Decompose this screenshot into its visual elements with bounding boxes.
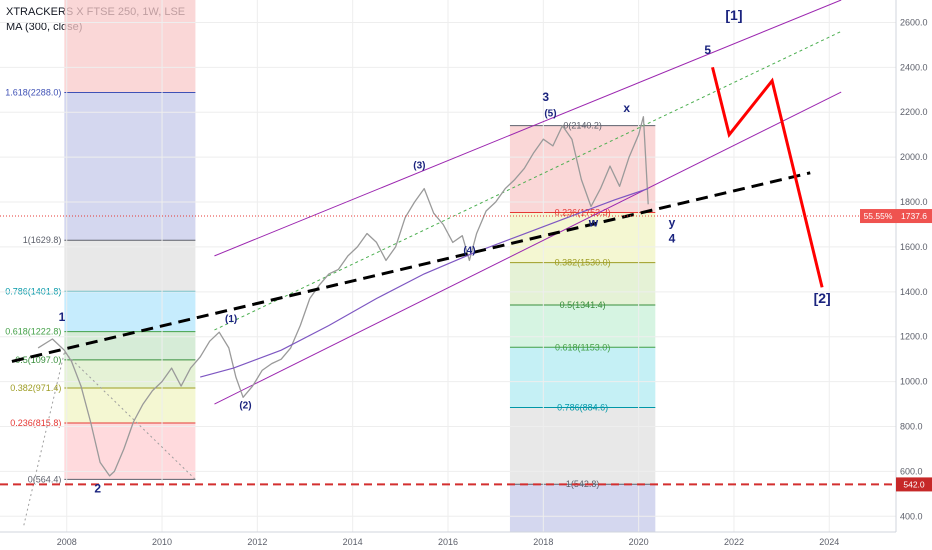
indicator-label: MA (300, close)	[6, 21, 83, 33]
support-price-tag-text: 542.0	[903, 479, 925, 489]
time-axis-tick: 2016	[438, 537, 458, 547]
fib-zone-left	[64, 240, 196, 292]
long-term-trend-line	[11, 171, 811, 363]
time-axis-tick: 2008	[57, 537, 77, 547]
fib-zone-left	[64, 0, 196, 93]
fib-zone-left	[64, 388, 196, 423]
wave-label: [2]	[814, 290, 831, 306]
wave-label: (3)	[413, 160, 425, 171]
price-axis-tick: 1800.0	[900, 197, 928, 207]
channel-upper-line	[214, 0, 842, 257]
wave-label: [1]	[725, 7, 742, 23]
price-axis-tick: 2600.0	[900, 17, 928, 27]
percent-tag-text: 55.55%	[864, 211, 893, 221]
time-axis-tick: 2022	[724, 537, 744, 547]
wave-label: y	[669, 216, 676, 230]
time-axis-tick: 2014	[343, 537, 363, 547]
fib-zone-left	[64, 331, 196, 360]
wave-label: (1)	[225, 314, 237, 325]
support-price-tag	[896, 477, 932, 492]
price-axis-tick: 2200.0	[900, 107, 928, 117]
time-axis-tick: 2012	[247, 537, 267, 547]
fib-zone-left	[64, 291, 196, 332]
time-axis	[0, 532, 932, 550]
fib-zone-right	[509, 125, 656, 213]
channel-lower-line	[214, 91, 842, 405]
price-line	[37, 116, 649, 477]
wave-label: w	[588, 216, 599, 230]
fib-level-label: 0.5(1341.4)	[560, 300, 606, 310]
time-axis-tick: 2010	[152, 537, 172, 547]
wave-label: 4	[669, 231, 676, 245]
fib-level-label: 0.5(1097.0)	[15, 355, 61, 365]
time-axis-tick: 2018	[533, 537, 553, 547]
price-axis-tick: 1000.0	[900, 377, 928, 387]
moving-average-line	[200, 188, 649, 378]
price-axis-tick: 2400.0	[900, 62, 928, 72]
fib-level-label: 0.786(884.6)	[557, 403, 608, 413]
percent-tag	[860, 209, 896, 224]
fib-level-label: 0(564.4)	[28, 474, 62, 484]
wave-label: (5)	[544, 109, 556, 120]
price-axis-tick: 1200.0	[900, 332, 928, 342]
price-axis-tick: 400.0	[900, 511, 923, 521]
fib-zone-right	[509, 347, 656, 408]
fib-level-label: 0.618(1222.8)	[5, 327, 61, 337]
fib-anchor-line	[63, 352, 196, 480]
fib-level-label: 1.618(2288.0)	[5, 87, 61, 97]
wave-label: x	[623, 101, 630, 115]
fib-zone-left	[64, 359, 196, 389]
projection-path	[711, 66, 824, 288]
fib-level-label: 1(1629.8)	[23, 235, 62, 245]
time-axis-tick: 2024	[819, 537, 839, 547]
fib-level-label: 0.236(815.8)	[10, 418, 61, 428]
fib-zone-right	[509, 304, 656, 348]
fib-zone-left	[64, 92, 196, 241]
price-axis-tick: 600.0	[900, 466, 923, 476]
fib-anchor-line	[23, 352, 65, 526]
fib-zone-right	[509, 407, 656, 485]
price-axis	[896, 0, 932, 550]
fib-zone-right	[509, 0, 656, 126]
wave-label: 3	[542, 90, 549, 104]
time-axis-tick: 2020	[629, 537, 649, 547]
last-price-tag-text: 1737.6	[901, 211, 927, 221]
wave-label: (2)	[239, 401, 251, 412]
fib-level-label: 0.382(1530.0)	[555, 258, 611, 268]
price-axis-tick: 800.0	[900, 421, 923, 431]
wave-label: 5	[704, 43, 711, 57]
price-axis-tick: 2000.0	[900, 152, 928, 162]
fib-zone-right	[509, 262, 656, 305]
last-price-tag	[896, 209, 932, 224]
fib-level-label: 0.382(971.4)	[10, 383, 61, 393]
fib-level-label: 0(2140.2)	[563, 121, 602, 131]
wave-label: (4)	[463, 246, 475, 257]
wave-label: 1	[59, 310, 66, 324]
fib-level-label: 1(542.8)	[566, 479, 600, 489]
price-axis-tick: 1600.0	[900, 242, 928, 252]
fib-zone-right	[509, 484, 656, 532]
channel-mid-line	[214, 30, 842, 331]
price-axis-tick: 1400.0	[900, 287, 928, 297]
wave-label: 2	[94, 482, 101, 496]
fib-level-label: 0.618(1153.0)	[555, 342, 610, 352]
